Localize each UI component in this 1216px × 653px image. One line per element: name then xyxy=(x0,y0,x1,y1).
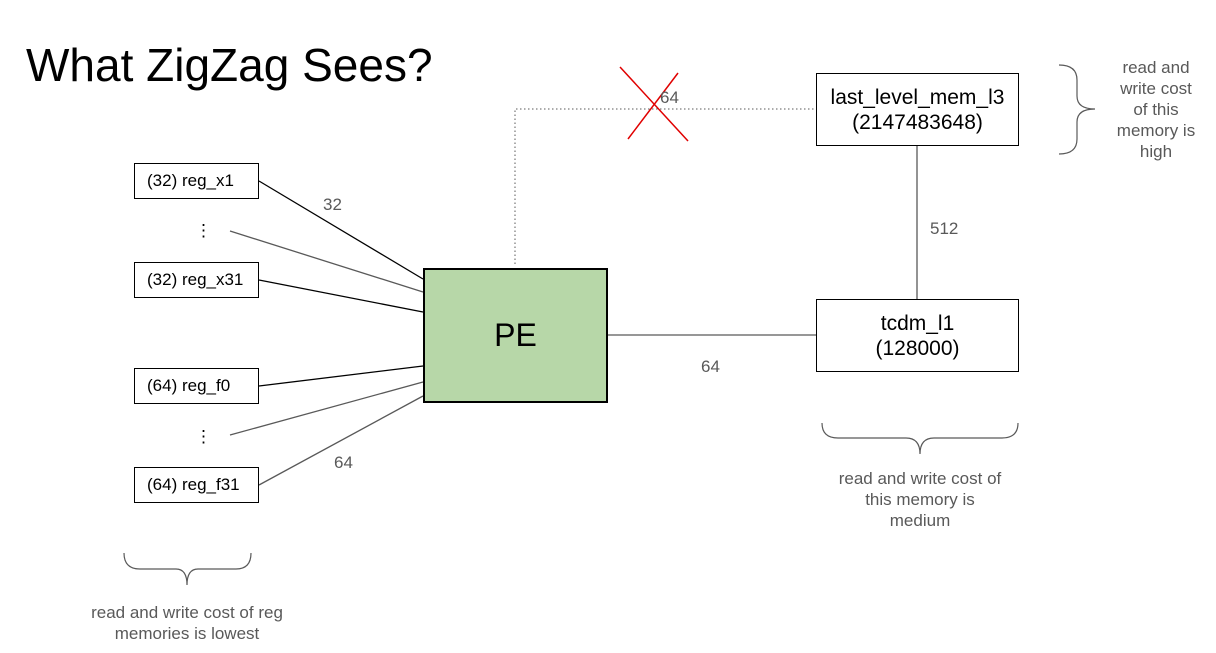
register-reg-f0: (64) reg_f0 xyxy=(134,368,259,404)
memory-last-level-l3: last_level_mem_l3 (2147483648) xyxy=(816,73,1019,146)
note-line: memories is lowest xyxy=(114,624,260,643)
note-line: memory is xyxy=(1116,121,1196,140)
note-line: write cost xyxy=(1120,79,1192,98)
ellipsis-f-registers: ⋮ xyxy=(195,427,212,446)
link-pe-l3-dotted xyxy=(514,108,816,264)
memory-size: (2147483648) xyxy=(852,110,983,134)
register-reg-f31: (64) reg_f31 xyxy=(134,467,259,503)
memory-name: last_level_mem_l3 xyxy=(830,85,1005,109)
memory-name: tcdm_l1 xyxy=(880,311,955,335)
note-line: read and write cost of reg xyxy=(91,603,283,622)
link-f-ellipsis-pe xyxy=(229,381,424,436)
link-reg-f0-pe xyxy=(258,365,424,387)
link-reg-f31-pe xyxy=(258,395,424,486)
register-label: (32) reg_x31 xyxy=(147,270,244,289)
note-line: read and write cost of xyxy=(838,469,1002,488)
bandwidth-label-pe-l1: 64 xyxy=(701,357,720,376)
cross-mark-b xyxy=(627,72,679,140)
link-reg-x31-pe xyxy=(258,279,424,313)
brace-reg xyxy=(123,552,252,586)
note-reg-cost: read and write cost of reg memories is l… xyxy=(77,602,297,644)
register-reg-x31: (32) reg_x31 xyxy=(134,262,259,298)
page-title: What ZigZag Sees? xyxy=(26,39,433,91)
processing-element: PE xyxy=(423,268,608,403)
link-x-ellipsis-pe xyxy=(229,230,424,293)
note-line: of this xyxy=(1133,100,1179,119)
note-line: read and xyxy=(1122,58,1190,77)
bandwidth-label-x-regs: 32 xyxy=(323,195,342,214)
brace-l3 xyxy=(1058,64,1096,155)
bandwidth-label-f-regs: 64 xyxy=(334,453,353,472)
ellipsis-x-registers: ⋮ xyxy=(195,221,212,240)
bandwidth-label-l3-l1: 512 xyxy=(930,219,959,238)
link-reg-x1-pe xyxy=(258,180,424,280)
brace-l1 xyxy=(821,422,1019,455)
register-label: (64) reg_f0 xyxy=(147,376,231,395)
memory-size: (128000) xyxy=(875,336,960,360)
register-reg-x1: (32) reg_x1 xyxy=(134,163,259,199)
memory-tcdm-l1: tcdm_l1 (128000) xyxy=(816,299,1019,372)
bandwidth-label-pe-l3: 64 xyxy=(660,88,679,107)
note-l1-cost: read and write cost of this memory is me… xyxy=(820,468,1020,531)
note-line: high xyxy=(1139,142,1173,161)
note-line: this memory is xyxy=(865,490,975,509)
pe-label: PE xyxy=(494,317,537,353)
note-l3-cost: read and write cost of this memory is hi… xyxy=(1106,57,1206,162)
register-label: (64) reg_f31 xyxy=(147,475,240,494)
register-label: (32) reg_x1 xyxy=(147,171,234,190)
note-line: medium xyxy=(889,511,951,530)
